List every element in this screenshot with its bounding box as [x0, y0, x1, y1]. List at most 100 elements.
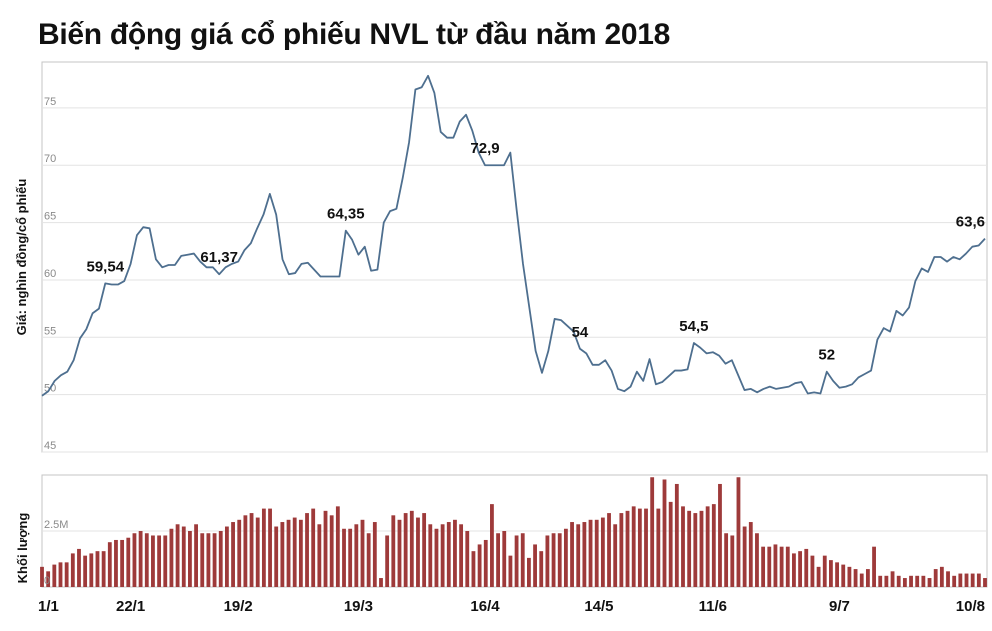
volume-bar — [64, 562, 69, 587]
volume-bar — [200, 533, 205, 587]
volume-bar — [132, 533, 137, 587]
volume-bar — [724, 533, 729, 587]
volume-bar — [434, 528, 439, 587]
price-tick-label: 45 — [44, 440, 56, 452]
volume-bar — [416, 517, 420, 587]
date-label: 1/1 — [38, 598, 59, 615]
volume-bar — [496, 533, 500, 587]
volume-bar — [896, 575, 901, 587]
volume-bar — [570, 522, 574, 587]
volume-bar — [884, 575, 889, 587]
volume-bar — [779, 546, 784, 587]
volume-bar — [224, 526, 229, 587]
volume-bar — [902, 578, 907, 587]
price-tick-label: 70 — [44, 153, 56, 165]
volume-bar — [847, 566, 852, 587]
volume-bar — [730, 535, 735, 587]
volume-bar — [822, 555, 827, 587]
volume-bar — [933, 569, 938, 587]
volume-bar — [311, 508, 316, 587]
volume-bar — [872, 546, 876, 587]
volume-bar — [255, 517, 260, 587]
volume-bar — [699, 510, 704, 587]
volume-bar — [144, 533, 149, 587]
volume-bar — [773, 544, 778, 587]
volume-bar — [446, 522, 451, 587]
volume-bar — [921, 575, 926, 587]
price-annotation: 61,37 — [200, 249, 238, 266]
volume-bar — [243, 515, 248, 587]
volume-bar — [804, 548, 809, 587]
volume-bar — [767, 546, 772, 587]
volume-bar — [835, 562, 839, 587]
volume-bar — [249, 513, 254, 587]
volume-bar — [736, 477, 741, 587]
volume-bar — [40, 566, 44, 587]
volume-bar — [718, 483, 722, 587]
volume-bar — [52, 564, 57, 587]
volume-bar — [212, 533, 217, 587]
volume-bar — [379, 578, 383, 587]
volume-bar — [335, 506, 340, 587]
price-tick-label: 75 — [44, 96, 56, 108]
volume-bar — [976, 573, 981, 587]
volume-bar — [292, 517, 297, 587]
volume-bar — [619, 513, 624, 587]
volume-bar — [798, 551, 803, 587]
volume-tick-label: 2.5M — [44, 519, 68, 531]
volume-bar — [859, 573, 864, 587]
volume-bar — [490, 504, 494, 587]
volume-bar — [453, 519, 457, 587]
price-frame — [41, 61, 988, 453]
volume-bar — [829, 560, 833, 587]
volume-bar — [366, 533, 371, 587]
volume-bar — [582, 522, 587, 587]
volume-bar — [705, 506, 710, 587]
date-label: 16/4 — [470, 598, 500, 615]
price-annotation: 54,5 — [679, 318, 708, 335]
volume-bar — [317, 524, 322, 587]
price-tick-label: 55 — [44, 325, 56, 337]
price-annotation: 54 — [572, 324, 589, 341]
volume-bar — [816, 566, 821, 587]
volume-bar — [755, 533, 759, 587]
volume-bar — [557, 533, 562, 587]
volume-bar — [465, 531, 470, 587]
volume-bar — [120, 539, 125, 587]
volume-bar — [915, 575, 920, 587]
volume-bar — [348, 528, 353, 587]
volume-bar — [909, 575, 913, 587]
date-label: 22/1 — [116, 598, 145, 615]
volume-bar — [372, 522, 377, 587]
price-tick-label: 65 — [44, 211, 56, 223]
volume-bar — [194, 524, 198, 587]
volume-panel: 0 2.5M Khối lượng — [15, 474, 988, 588]
volume-bar — [607, 513, 611, 587]
volume-bar — [58, 562, 63, 587]
volume-bar — [810, 555, 815, 587]
volume-bar — [114, 539, 118, 587]
volume-bar — [533, 544, 537, 587]
volume-bar — [508, 555, 513, 587]
volume-bar — [342, 528, 346, 587]
volume-bar — [397, 519, 402, 587]
volume-bar — [298, 519, 303, 587]
volume-bar — [576, 524, 581, 587]
volume-bar — [674, 483, 679, 587]
volume-bar — [970, 573, 975, 587]
volume-bar — [946, 571, 950, 587]
volume-bar — [588, 519, 593, 587]
volume-bars — [40, 477, 987, 587]
price-gridlines — [42, 107, 987, 453]
volume-bar — [280, 522, 285, 587]
volume-bar — [514, 535, 519, 587]
date-label: 19/3 — [344, 598, 373, 615]
volume-bar — [878, 575, 883, 587]
volume-bar — [428, 524, 433, 587]
volume-bar — [545, 535, 550, 587]
volume-bar — [952, 575, 957, 587]
volume-bar — [169, 528, 174, 587]
volume-bar — [151, 535, 155, 587]
